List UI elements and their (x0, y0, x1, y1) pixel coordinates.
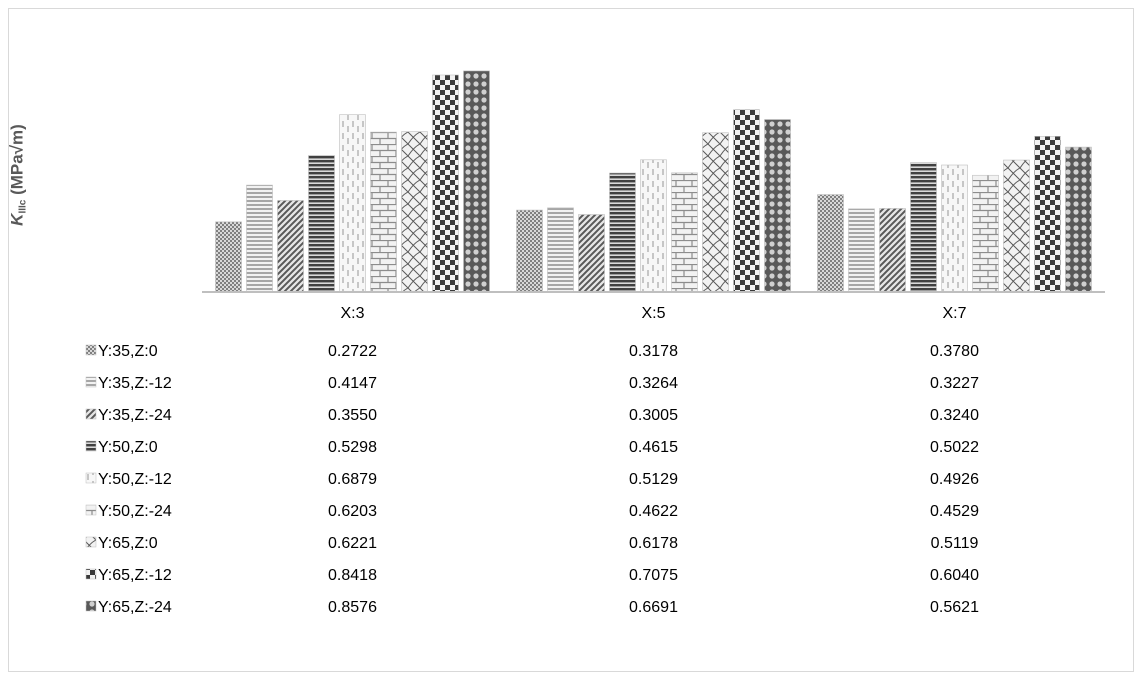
data-label: 0.3005 (629, 407, 678, 424)
legend-series-name: Y:35,Z:0 (98, 343, 158, 360)
legend-series-name: Y:35,Z:-12 (98, 375, 172, 392)
data-label: 0.6203 (328, 503, 377, 520)
legend-swatch (85, 600, 97, 612)
data-label: 0.6879 (328, 471, 377, 488)
data-label: 0.6221 (328, 535, 377, 552)
data-label: 0.5022 (930, 439, 979, 456)
data-label: 0.6178 (629, 535, 678, 552)
data-label: 0.4529 (930, 503, 979, 520)
bar-Y:50,Z:0-X:7 (910, 162, 937, 293)
bar-Y:50,Z:-24-X:3 (370, 131, 397, 293)
bar-Y:65,Z:-24-X:7 (1065, 146, 1092, 293)
bar-Y:65,Z:-12-X:3 (432, 74, 459, 293)
legend-swatch (85, 536, 97, 548)
bar-Y:35,Z:-24-X:7 (879, 208, 906, 293)
bar-Y:35,Z:-12-X:3 (246, 184, 273, 293)
legend-series-name: Y:50,Z:-12 (98, 471, 172, 488)
bar-Y:50,Z:-24-X:7 (972, 174, 999, 293)
data-table: Y:35,Z:0 0.2722 0.3178 0.3780 Y:35,Z:-12 0.41… (85, 343, 979, 616)
data-label: 0.5119 (931, 535, 979, 552)
legend-swatch (85, 472, 97, 484)
data-label: 0.5621 (930, 599, 979, 616)
legend-series-name: Y:65,Z:-24 (98, 599, 172, 616)
legend-swatch (85, 568, 97, 580)
data-label: 0.8418 (328, 567, 377, 584)
bar-Y:50,Z:-12-X:7 (941, 164, 968, 293)
data-label: 0.3227 (930, 375, 979, 392)
legend-series-name: Y:35,Z:-24 (98, 407, 172, 424)
bar-Y:65,Z:0-X:7 (1003, 159, 1030, 293)
bar-Y:65,Z:0-X:3 (401, 131, 428, 293)
bar-Y:50,Z:0-X:3 (308, 155, 335, 293)
bar-Y:50,Z:0-X:5 (609, 172, 636, 293)
bar-Y:50,Z:-12-X:3 (339, 114, 366, 293)
bar-Y:35,Z:-12-X:5 (547, 207, 574, 293)
data-label: 0.4147 (328, 375, 377, 392)
data-label: 0.3178 (629, 343, 678, 360)
bar-Y:65,Z:-24-X:3 (463, 70, 490, 293)
legend-swatch (85, 376, 97, 388)
legend-swatch (85, 344, 97, 356)
data-label: 0.5298 (328, 439, 377, 456)
legend-series-name: Y:65,Z:-12 (98, 567, 172, 584)
bar-Y:50,Z:-12-X:5 (640, 159, 667, 293)
data-label: 0.6691 (629, 599, 678, 616)
legend-series-name: Y:50,Z:-24 (98, 503, 172, 520)
bar-Y:35,Z:0-X:5 (516, 209, 543, 293)
bar-Y:65,Z:0-X:5 (702, 132, 729, 293)
x-tick-label: X:3 (340, 305, 364, 322)
x-tick-label: X:7 (942, 305, 966, 322)
data-label: 0.3780 (930, 343, 979, 360)
legend-series-name: Y:50,Z:0 (98, 439, 158, 456)
bar-Y:65,Z:-12-X:5 (733, 109, 760, 293)
bar-Y:35,Z:-24-X:3 (277, 200, 304, 293)
bar-Y:35,Z:-24-X:5 (578, 214, 605, 293)
data-label: 0.8576 (328, 599, 377, 616)
data-label: 0.7075 (629, 567, 678, 584)
data-label: 0.6040 (930, 567, 979, 584)
bar-Y:35,Z:-12-X:7 (848, 208, 875, 293)
chart-frame (8, 8, 1134, 672)
legend-swatch (85, 440, 97, 452)
data-label: 0.3240 (930, 407, 979, 424)
bar-Y:35,Z:0-X:7 (817, 194, 844, 293)
data-label: 0.4926 (930, 471, 979, 488)
data-label: 0.2722 (328, 343, 377, 360)
bars-group (215, 70, 1092, 293)
x-tick-label: X:5 (641, 305, 665, 322)
data-label: 0.3550 (328, 407, 377, 424)
bar-Y:65,Z:-12-X:7 (1034, 136, 1061, 293)
bar-Y:35,Z:0-X:3 (215, 221, 242, 293)
bar-Y:65,Z:-24-X:5 (764, 119, 791, 293)
data-label: 0.3264 (629, 375, 678, 392)
data-label: 0.5129 (629, 471, 678, 488)
legend-swatch (85, 408, 97, 420)
x-axis: X:3 X:5 X:7 (202, 291, 1105, 322)
data-label: 0.4622 (629, 503, 678, 520)
data-label: 0.4615 (629, 439, 678, 456)
legend-series-name: Y:65,Z:0 (98, 535, 158, 552)
bar-Y:50,Z:-24-X:5 (671, 172, 698, 293)
legend-swatch (85, 504, 97, 516)
